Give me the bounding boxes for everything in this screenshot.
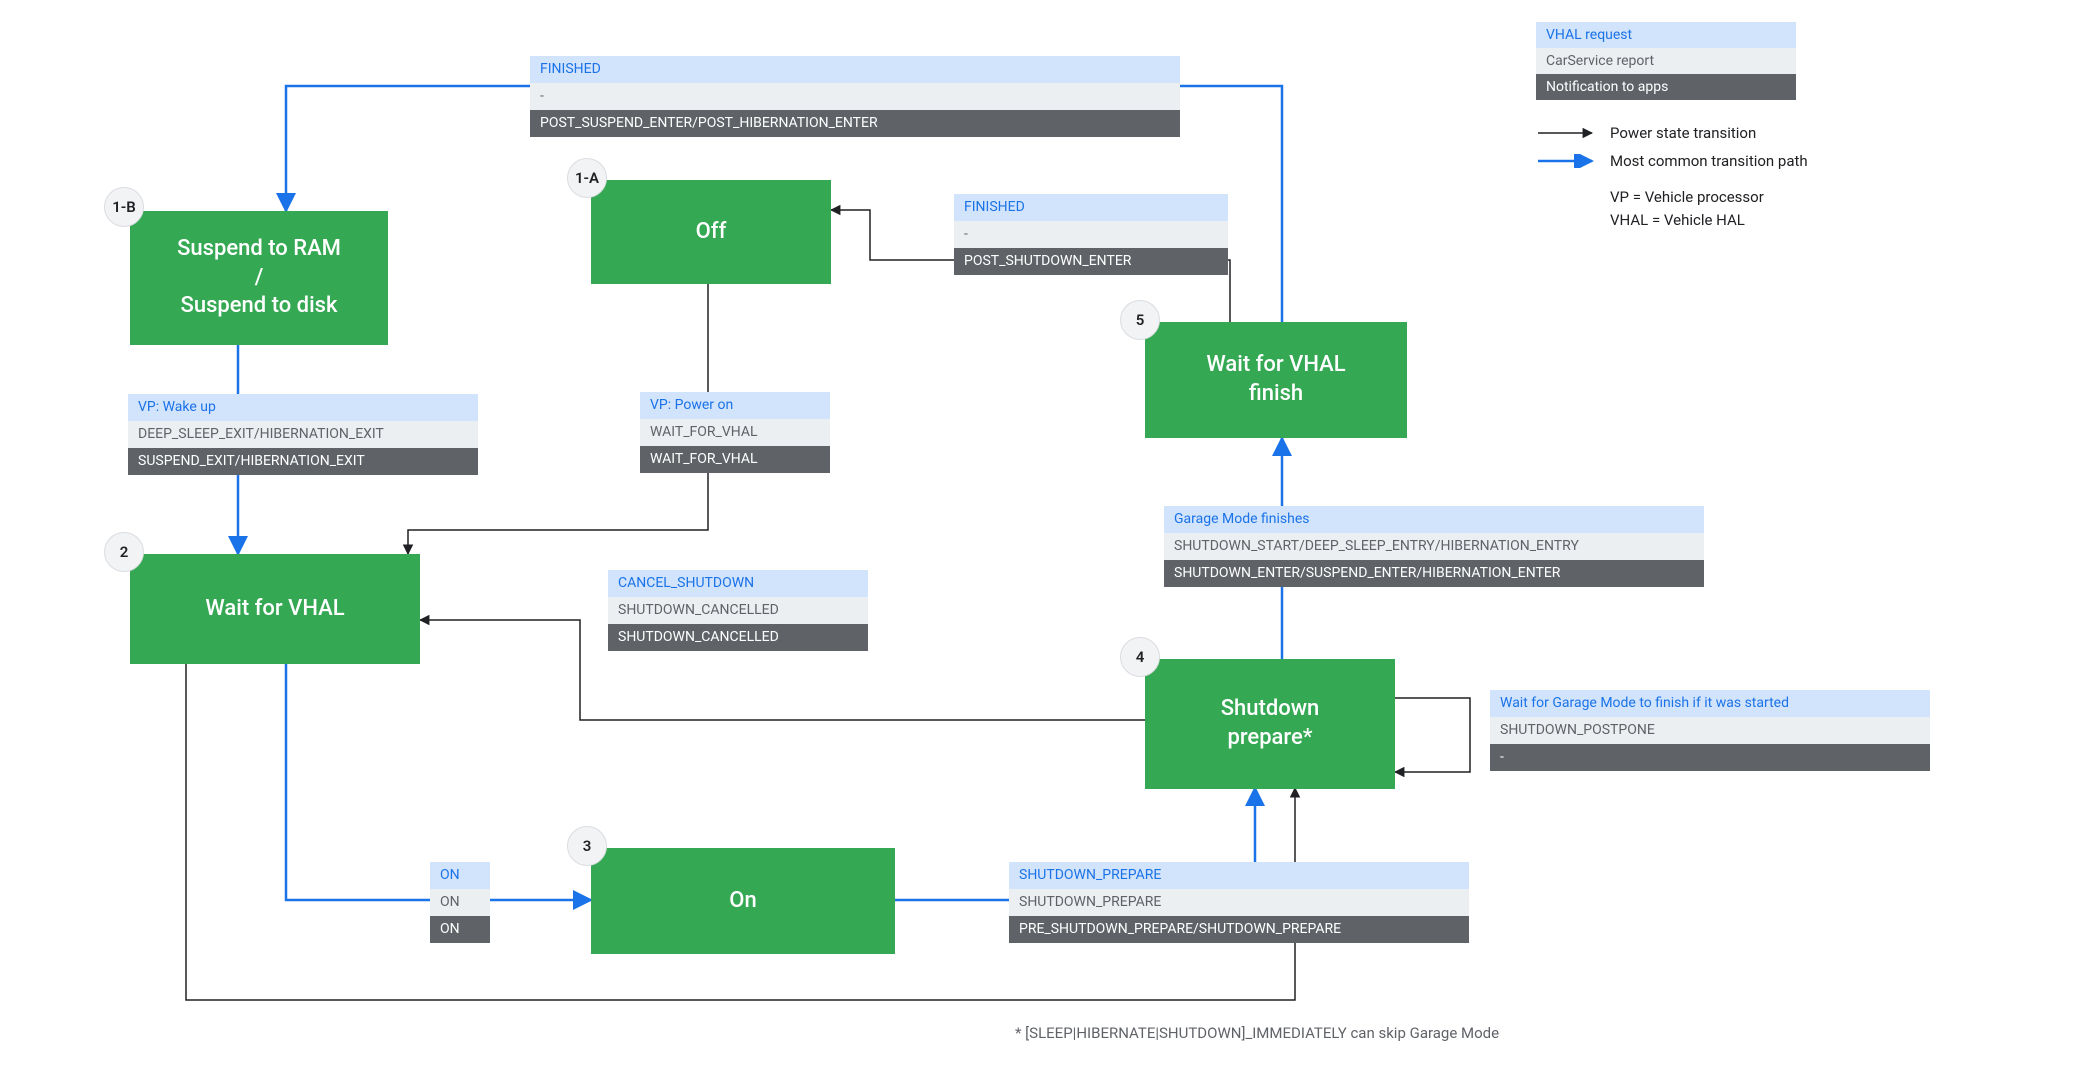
node-suspend-label: Suspend to RAM/Suspend to disk (177, 235, 341, 321)
msg-row-app: - (1490, 744, 1930, 771)
msg-row-car: SHUTDOWN_POSTPONE (1490, 717, 1930, 744)
legend-car: CarService report (1536, 48, 1796, 74)
msg-row-vhal: CANCEL_SHUTDOWN (608, 570, 868, 597)
msg-row-car: - (954, 221, 1228, 248)
msg-garage-done: Garage Mode finishes SHUTDOWN_START/DEEP… (1164, 506, 1704, 587)
msg-cancel: CANCEL_SHUTDOWN SHUTDOWN_CANCELLED SHUTD… (608, 570, 868, 651)
msg-wakeup: VP: Wake up DEEP_SLEEP_EXIT/HIBERNATION_… (128, 394, 478, 475)
node-finish-label: Wait for VHALfinish (1206, 351, 1345, 408)
msg-row-car: WAIT_FOR_VHAL (640, 419, 830, 446)
msg-row-vhal: Garage Mode finishes (1164, 506, 1704, 533)
node-on: On (591, 848, 895, 954)
footnote: * [SLEEP|HIBERNATE|SHUTDOWN]_IMMEDIATELY… (1015, 1024, 1499, 1042)
node-off-badge: 1-A (567, 158, 607, 198)
node-prepare: Shutdownprepare* (1145, 659, 1395, 789)
msg-postpone: Wait for Garage Mode to finish if it was… (1490, 690, 1930, 771)
node-off: Off (591, 180, 831, 284)
msg-row-app: SHUTDOWN_ENTER/SUSPEND_ENTER/HIBERNATION… (1164, 560, 1704, 587)
msg-row-vhal: VP: Power on (640, 392, 830, 419)
msg-row-app: SUSPEND_EXIT/HIBERNATION_EXIT (128, 448, 478, 475)
msg-row-vhal: SHUTDOWN_PREPARE (1009, 862, 1469, 889)
msg-row-car: SHUTDOWN_CANCELLED (608, 597, 868, 624)
arrow-icon (1536, 154, 1596, 168)
edge-prepare-self (1395, 698, 1470, 772)
node-wait-label: Wait for VHAL (205, 595, 344, 624)
msg-row-app: PRE_SHUTDOWN_PREPARE/SHUTDOWN_PREPARE (1009, 916, 1469, 943)
msg-row-vhal: Wait for Garage Mode to finish if it was… (1490, 690, 1930, 717)
msg-row-car: ON (430, 889, 490, 916)
msg-row-vhal: VP: Wake up (128, 394, 478, 421)
node-suspend-badge: 1-B (104, 187, 144, 227)
arrow-icon (1536, 126, 1596, 140)
legend-abbr: VP = Vehicle processor VHAL = Vehicle HA… (1536, 186, 1808, 231)
msg-row-app: ON (430, 916, 490, 943)
legend-vhal: VHAL request (1536, 22, 1796, 48)
legend-app: Notification to apps (1536, 74, 1796, 100)
msg-row-car: DEEP_SLEEP_EXIT/HIBERNATION_EXIT (128, 421, 478, 448)
msg-finished-off: FINISHED - POST_SHUTDOWN_ENTER (954, 194, 1228, 275)
node-prepare-label: Shutdownprepare* (1221, 695, 1320, 752)
msg-row-app: POST_SUSPEND_ENTER/POST_HIBERNATION_ENTE… (530, 110, 1180, 137)
msg-row-app: WAIT_FOR_VHAL (640, 446, 830, 473)
msg-row-vhal: FINISHED (530, 56, 1180, 83)
node-prepare-badge: 4 (1120, 637, 1160, 677)
node-on-badge: 3 (567, 826, 607, 866)
node-wait: Wait for VHAL (130, 554, 420, 664)
node-on-label: On (729, 887, 756, 916)
msg-row-app: SHUTDOWN_CANCELLED (608, 624, 868, 651)
msg-row-vhal: FINISHED (954, 194, 1228, 221)
node-off-label: Off (696, 218, 727, 247)
msg-row-car: SHUTDOWN_START/DEEP_SLEEP_ENTRY/HIBERNAT… (1164, 533, 1704, 560)
msg-poweron: VP: Power on WAIT_FOR_VHAL WAIT_FOR_VHAL (640, 392, 830, 473)
node-wait-badge: 2 (104, 532, 144, 572)
node-finish: Wait for VHALfinish (1145, 322, 1407, 438)
legend-blue-arrow: Most common transition path (1536, 152, 1808, 170)
msg-row-car: SHUTDOWN_PREPARE (1009, 889, 1469, 916)
legend: VHAL request CarService report Notificat… (1536, 22, 1808, 231)
msg-row-car: - (530, 83, 1180, 110)
msg-on-trio: ON ON ON (430, 862, 490, 943)
legend-black-arrow: Power state transition (1536, 124, 1808, 142)
msg-shutdown-prepare: SHUTDOWN_PREPARE SHUTDOWN_PREPARE PRE_SH… (1009, 862, 1469, 943)
node-finish-badge: 5 (1120, 300, 1160, 340)
msg-row-app: POST_SHUTDOWN_ENTER (954, 248, 1228, 275)
msg-finished-suspend: FINISHED - POST_SUSPEND_ENTER/POST_HIBER… (530, 56, 1180, 137)
legend-swatches: VHAL request CarService report Notificat… (1536, 22, 1808, 100)
node-suspend: Suspend to RAM/Suspend to disk (130, 211, 388, 345)
msg-row-vhal: ON (430, 862, 490, 889)
